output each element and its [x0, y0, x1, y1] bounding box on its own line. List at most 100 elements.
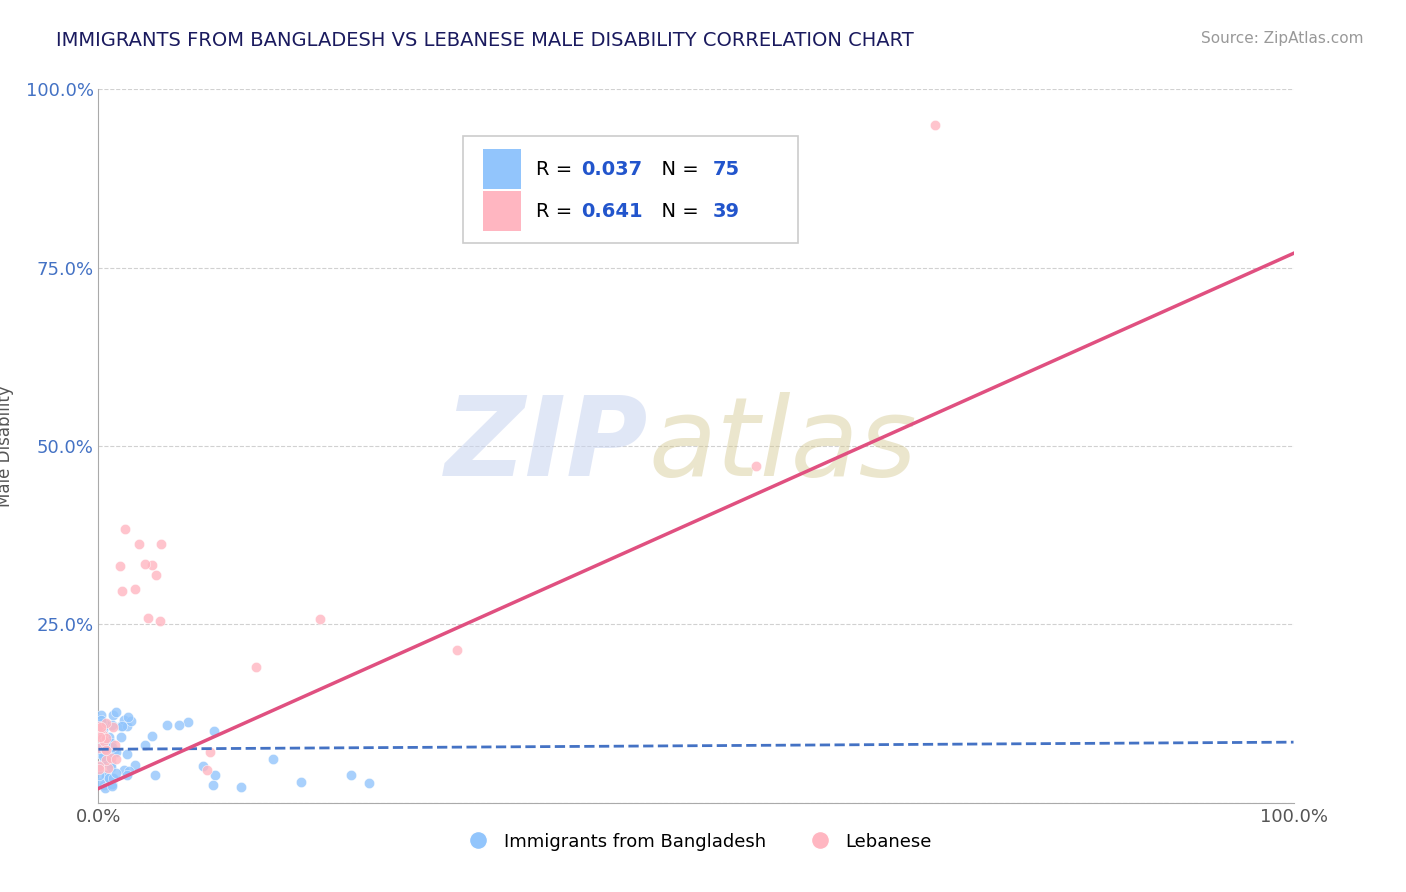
Point [201, 778, 224, 792]
Point [96, 744, 118, 758]
Point [134, 738, 156, 752]
Point [100, 750, 122, 764]
Point [357, 776, 380, 790]
Point [110, 718, 132, 732]
Point [112, 713, 135, 727]
Point [100, 739, 122, 754]
Point [198, 745, 221, 759]
Text: 0.641: 0.641 [581, 202, 643, 220]
Point [141, 558, 163, 572]
Point [89, 743, 111, 757]
Point [101, 707, 124, 722]
Point [89, 776, 111, 790]
Point [94, 748, 117, 763]
Point [94, 754, 117, 768]
Point [87, 719, 110, 733]
Point [89, 731, 111, 745]
Point [100, 779, 122, 793]
Point [103, 720, 125, 734]
Point [90, 716, 112, 731]
Point [118, 764, 141, 778]
Point [101, 771, 124, 785]
Point [94, 719, 117, 733]
Point [111, 719, 134, 733]
Point [115, 719, 138, 733]
Point [100, 760, 122, 774]
Point [104, 752, 127, 766]
Text: 39: 39 [713, 202, 740, 220]
Legend: Immigrants from Bangladesh, Lebanese: Immigrants from Bangladesh, Lebanese [453, 826, 939, 858]
Point [117, 768, 139, 782]
Point [202, 724, 225, 739]
Point [91, 728, 114, 742]
Point [93, 742, 115, 756]
Point [115, 747, 138, 761]
Y-axis label: Male Disability: Male Disability [0, 385, 14, 507]
Point [89, 721, 111, 735]
Point [91, 720, 114, 734]
Point [110, 559, 132, 574]
Point [100, 736, 122, 750]
Point [105, 705, 128, 719]
Point [94, 768, 117, 782]
Point [90, 725, 112, 739]
Point [149, 614, 172, 628]
Point [87, 760, 110, 774]
Point [93, 780, 115, 795]
Point [141, 729, 163, 743]
Text: Source: ZipAtlas.com: Source: ZipAtlas.com [1201, 31, 1364, 46]
Point [94, 754, 117, 768]
Point [94, 770, 117, 784]
Point [124, 757, 146, 772]
FancyBboxPatch shape [463, 136, 797, 243]
Point [89, 747, 111, 761]
Point [193, 758, 215, 772]
Point [87, 712, 110, 726]
Point [231, 780, 253, 794]
Point [143, 768, 166, 782]
Text: IMMIGRANTS FROM BANGLADESH VS LEBANESE MALE DISABILITY CORRELATION CHART: IMMIGRANTS FROM BANGLADESH VS LEBANESE M… [56, 31, 914, 50]
Point [204, 768, 226, 782]
Point [98, 747, 121, 762]
Point [90, 729, 112, 743]
Point [89, 762, 111, 776]
Text: N =: N = [650, 160, 706, 178]
Text: ZIP: ZIP [444, 392, 648, 500]
Point [112, 764, 135, 778]
Point [90, 724, 112, 739]
Text: atlas: atlas [648, 392, 917, 500]
Point [104, 745, 127, 759]
Point [91, 720, 114, 734]
Point [104, 738, 127, 752]
Point [136, 611, 159, 625]
Point [134, 558, 156, 572]
FancyBboxPatch shape [484, 150, 522, 189]
Point [167, 717, 190, 731]
Point [145, 568, 167, 582]
Point [245, 659, 267, 673]
Point [149, 537, 172, 551]
Point [90, 723, 112, 737]
Point [93, 778, 115, 792]
Point [94, 743, 117, 757]
Point [124, 582, 146, 597]
Point [120, 714, 142, 728]
Point [93, 755, 115, 769]
Text: R =: R = [536, 202, 578, 220]
Point [176, 714, 198, 729]
Text: R =: R = [536, 160, 578, 178]
Text: 75: 75 [713, 160, 740, 178]
Point [87, 768, 110, 782]
Point [105, 765, 128, 780]
Point [93, 734, 115, 748]
FancyBboxPatch shape [484, 192, 522, 231]
Point [98, 740, 121, 755]
Point [262, 752, 284, 766]
Point [446, 643, 468, 657]
Text: 0.037: 0.037 [581, 160, 643, 178]
Point [340, 768, 363, 782]
Point [100, 717, 122, 731]
Point [96, 716, 118, 731]
Point [90, 707, 112, 722]
Point [101, 771, 124, 785]
